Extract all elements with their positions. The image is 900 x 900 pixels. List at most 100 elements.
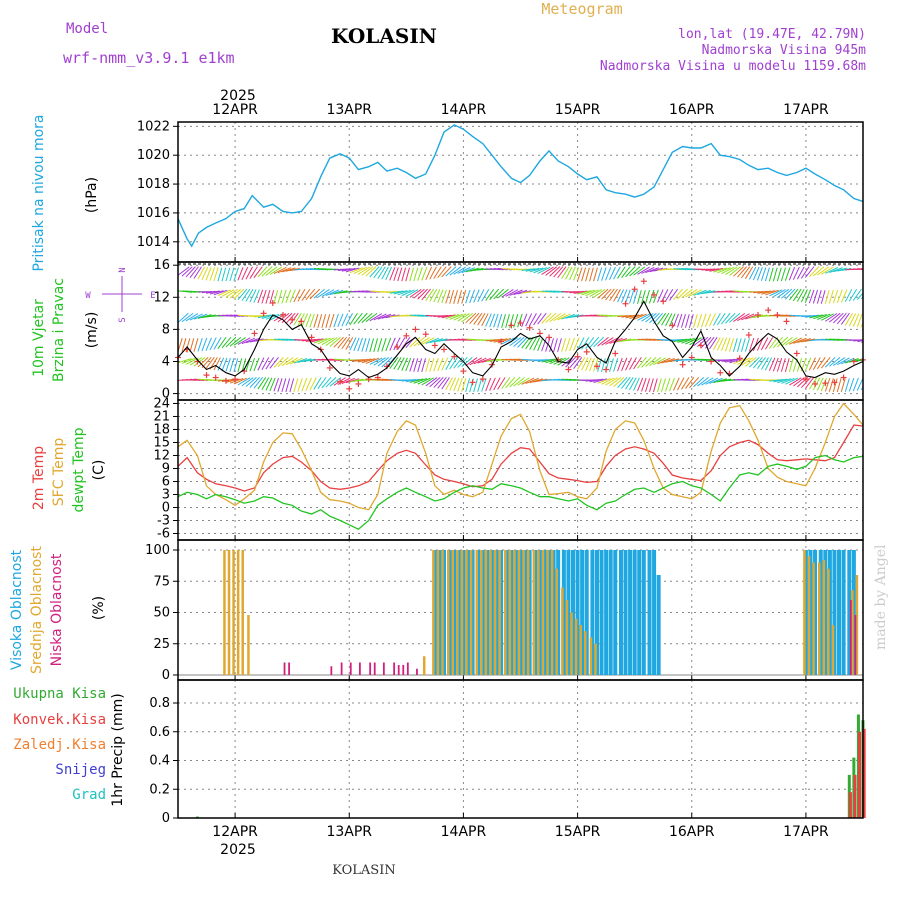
wind-barb [409,267,415,282]
wind-barb [585,267,590,282]
y-tick-label: 9 [162,461,170,476]
model-label: Model [66,21,108,37]
pressure-ylabel: Pritisak na nivou mora [31,114,47,271]
wind-barb [733,313,746,322]
wind-barb [549,312,562,323]
wind-barb [597,337,609,347]
wind-barb [497,337,512,344]
cloud-high-bar [851,550,856,675]
cloud-mid-bar [446,550,450,675]
wind-barb [181,357,196,364]
cloud-high-bar [447,550,452,675]
cloud-high-bar [551,550,556,675]
cloud-low-label: Niska Oblacnost [49,553,65,666]
wind-barb [445,266,457,277]
wind-barb [281,289,287,304]
wind-barb [437,357,444,372]
wind-barb [309,313,315,328]
wind-barb [457,290,462,304]
wind-barb [401,267,407,282]
wind-barb [836,289,843,304]
wind-barb [505,377,516,389]
wind-barb [241,358,247,372]
wind-barb [225,358,231,372]
precip-labels: 1hr Precip (mm) Ukupna Kisa Konvek.Kisa … [13,686,126,807]
wind-barb [828,378,834,392]
wind-barb [856,377,863,391]
wind-barb [689,289,703,297]
cloud-mid-bar [537,550,540,675]
wind-barb [345,313,353,326]
wind-barb [613,358,619,372]
cloud-high-bar [437,550,442,675]
wind-barb [469,357,483,366]
wind-barb [441,314,456,319]
wind-barb [497,377,506,390]
sfc-temp-line [177,402,864,511]
wind-barb [645,357,657,367]
cloud-high-bar [513,550,518,675]
wind-barb [593,267,598,282]
cloud-low-bar [416,668,418,675]
wind-barb [301,288,311,301]
wind-barb [361,266,374,276]
legend-rain-conv: Konvek.Kisa [13,712,106,728]
wind-barb [621,266,631,278]
cloud-mid-bar [522,550,525,675]
cloud-high-bar [847,550,852,675]
wind-barb [197,266,206,280]
wind-barb [421,337,435,345]
wind-barb [856,313,863,328]
wind-ylabel-1: 10m Vjetar [31,299,47,377]
wind-barb [517,377,530,386]
wind-barb [840,289,848,303]
wind-barb [533,312,542,326]
wind-barb [649,289,655,304]
wind-barb [748,266,757,280]
wind-barb [425,377,438,387]
wind-barb [541,358,556,363]
wind-barb [429,338,444,344]
wind-barb [773,336,784,349]
wind-barb [213,357,221,371]
wind-barb [205,267,212,281]
cloud-high-bar [556,550,561,675]
wind-barb [764,357,773,371]
wind-barb [209,267,215,281]
wind-barb [473,312,483,325]
wind-barb [713,313,721,326]
wind-barb [784,358,790,373]
wind-barb [820,290,826,304]
wind-barb [453,266,466,275]
wind-barb [665,358,680,363]
wind-barb [565,337,571,352]
wind-barb [369,338,375,352]
wind-barb [772,267,778,282]
wind-barb [617,376,628,388]
wind-barb [441,266,452,278]
wind-barb [501,377,511,389]
wind-barb [509,289,523,296]
wind-barb [417,358,423,373]
wind-barb [744,338,750,352]
wind-barb [313,314,319,328]
cloud-high-bar [542,550,547,675]
cloud-high-bar [608,550,613,675]
wind-barb [221,267,227,282]
wind-barb [293,313,302,326]
wind-barb [205,357,215,369]
wind-barb [609,266,616,280]
cloud-high-bar [465,550,470,675]
cloud-mid-bar [232,550,235,675]
wind-barb [469,312,480,324]
cloud-mid-bar [223,550,226,675]
wind-barb [557,266,567,279]
wind-barb [321,337,335,346]
wind-barb [353,266,367,274]
wind-barb [225,288,238,298]
wind-barb [229,378,244,384]
wind-barb [481,358,496,363]
y-tick-label: 8 [162,322,170,337]
wind-barb [381,337,387,352]
